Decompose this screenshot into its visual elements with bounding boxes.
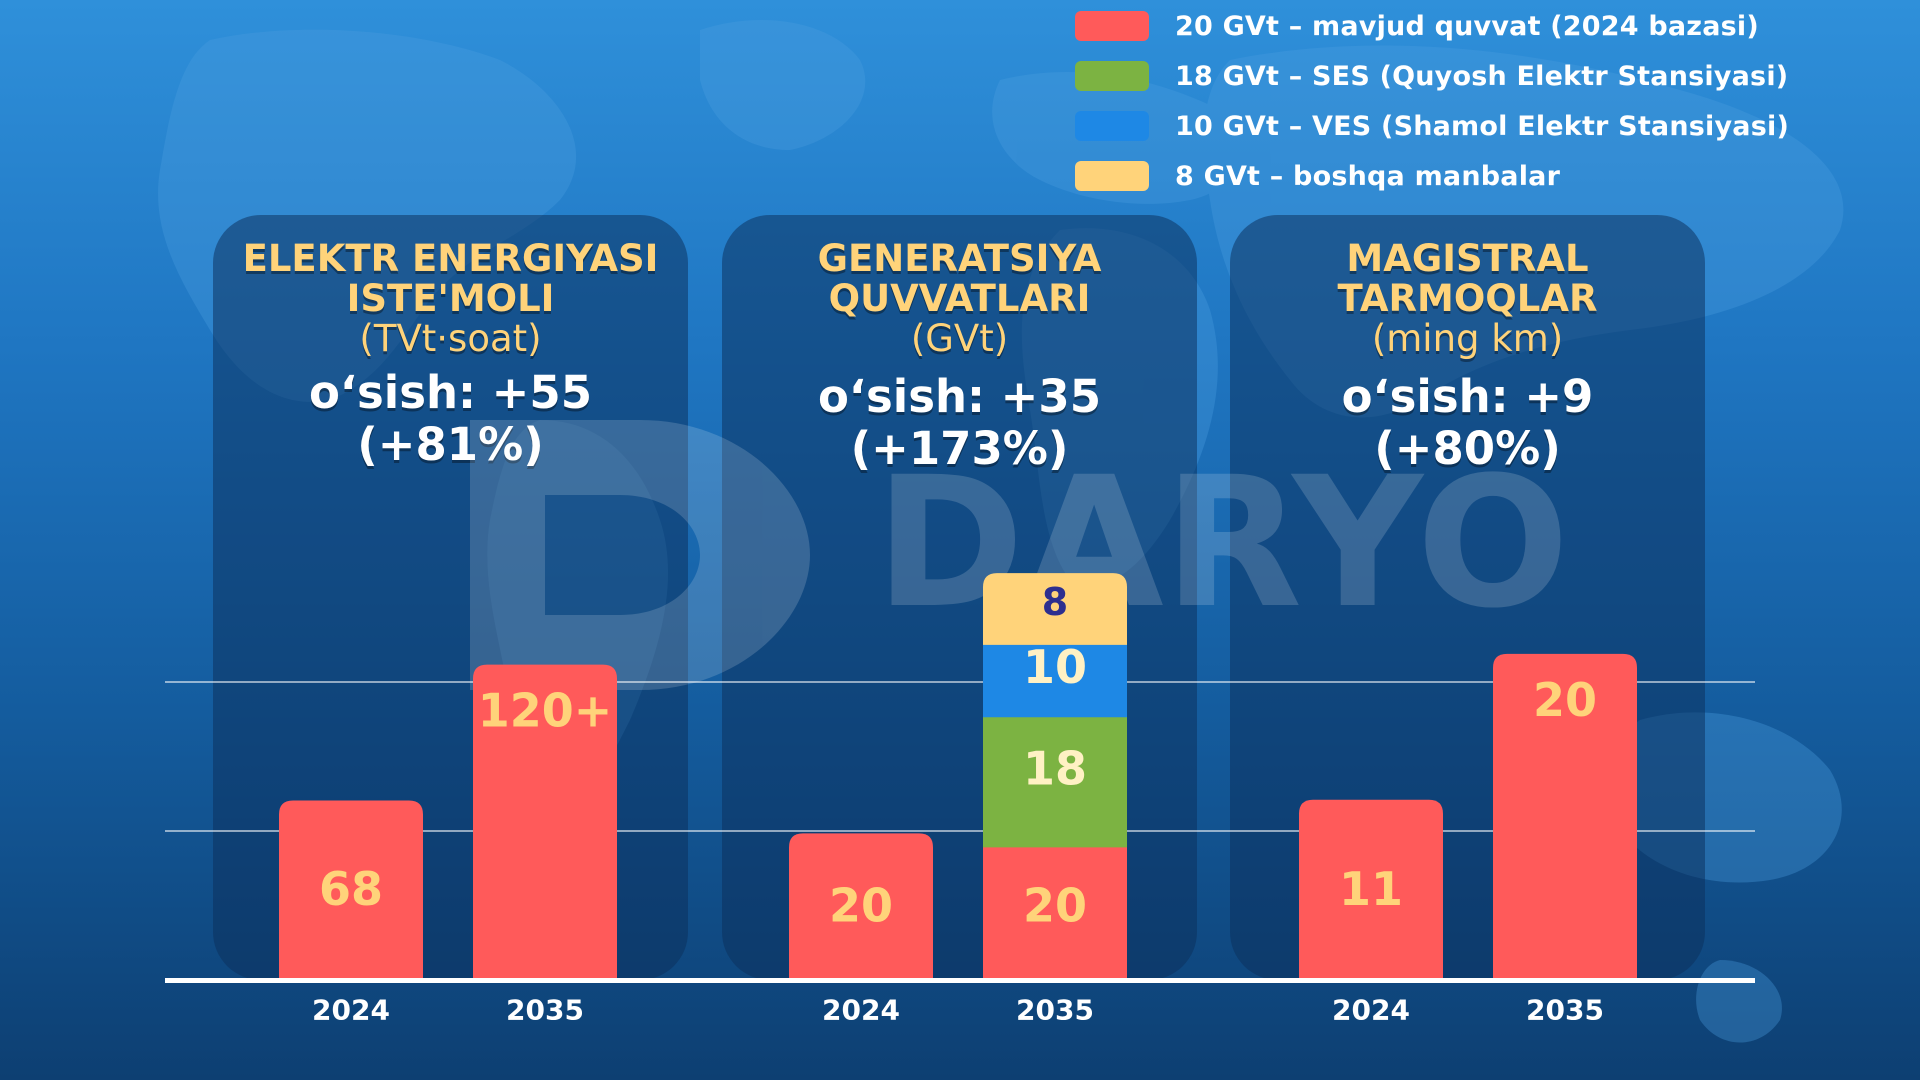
- gridline-lower: [165, 830, 1755, 832]
- legend-label-ves: 10 GVt – VES (Shamol Elektr Stansiyasi): [1175, 110, 1789, 142]
- bar-value-label: 20: [1533, 673, 1597, 727]
- panel-title-line1: ELEKTR ENERGIYASI: [242, 237, 659, 280]
- bar-value-label: 8: [1042, 580, 1068, 624]
- legend-label-ses: 18 GVt – SES (Quyosh Elektr Stansiyasi): [1175, 60, 1789, 92]
- bar-segment: [983, 630, 1127, 718]
- panel-title-line2: QUVVATLARI: [828, 277, 1091, 320]
- legend-label-other: 8 GVt – boshqa manbalar: [1175, 160, 1561, 192]
- bar: [279, 800, 423, 978]
- bar-value-label: 20: [829, 879, 893, 933]
- panel-title-line2: TARMOQLAR: [1337, 277, 1598, 320]
- legend-item-other: 8 GVt – boshqa manbalar: [1075, 158, 1560, 194]
- legend-swatch-existing: [1075, 11, 1149, 41]
- panel-growth-value: oʻsish: +9: [1341, 370, 1594, 423]
- legend-item-ses: 18 GVt – SES (Quyosh Elektr Stansiyasi): [1075, 58, 1788, 94]
- legend-swatch-other: [1075, 161, 1149, 191]
- bar-value-label: 20: [1023, 879, 1087, 933]
- panel-growth-value: oʻsish: +55: [308, 366, 593, 419]
- panel-title-line1: GENERATSIYA: [817, 237, 1102, 280]
- legend-label-existing: 20 GVt – mavjud quvvat (2024 bazasi): [1175, 10, 1759, 42]
- panel-growth-value: oʻsish: +35: [817, 370, 1102, 423]
- bar-segment: [983, 703, 1127, 848]
- panel-title-line2: ISTE'MOLI: [346, 277, 555, 320]
- bar-segment: [983, 573, 1127, 645]
- x-tick-label: 2035: [506, 994, 584, 1027]
- x-tick-label: 2035: [1526, 994, 1604, 1027]
- x-tick-label: 2024: [312, 994, 390, 1027]
- x-tick-label: 2035: [1016, 994, 1094, 1027]
- panel-growth-percent: (+173%): [850, 422, 1069, 475]
- panel-unit: (TVt·soat): [359, 317, 542, 360]
- bar-value-label: 10: [1023, 640, 1087, 694]
- legend-item-existing: 20 GVt – mavjud quvvat (2024 bazasi): [1075, 8, 1759, 44]
- chart-baseline: [165, 978, 1755, 983]
- bar: [1493, 653, 1637, 978]
- panel-unit: (GVt): [910, 317, 1009, 360]
- legend-swatch-ves: [1075, 111, 1149, 141]
- x-tick-label: 2024: [822, 994, 900, 1027]
- panel-title-line1: MAGISTRAL: [1346, 237, 1589, 280]
- panel-unit: (ming km): [1371, 317, 1564, 360]
- gridline-upper: [165, 681, 1755, 683]
- bar-value-label: 120+: [478, 684, 613, 738]
- bar-value-label: 11: [1339, 862, 1403, 916]
- legend-swatch-ses: [1075, 61, 1149, 91]
- x-tick-label: 2024: [1332, 994, 1410, 1027]
- bar-value-label: 68: [319, 862, 383, 916]
- bar-segment: [983, 833, 1127, 978]
- bar-segment: [789, 833, 933, 978]
- bar: [473, 664, 617, 978]
- bar-value-label: 18: [1023, 741, 1087, 795]
- bar: [1299, 799, 1443, 978]
- panel-growth-percent: (+81%): [357, 418, 544, 471]
- panel-growth-percent: (+80%): [1374, 422, 1561, 475]
- legend-item-ves: 10 GVt – VES (Shamol Elektr Stansiyasi): [1075, 108, 1789, 144]
